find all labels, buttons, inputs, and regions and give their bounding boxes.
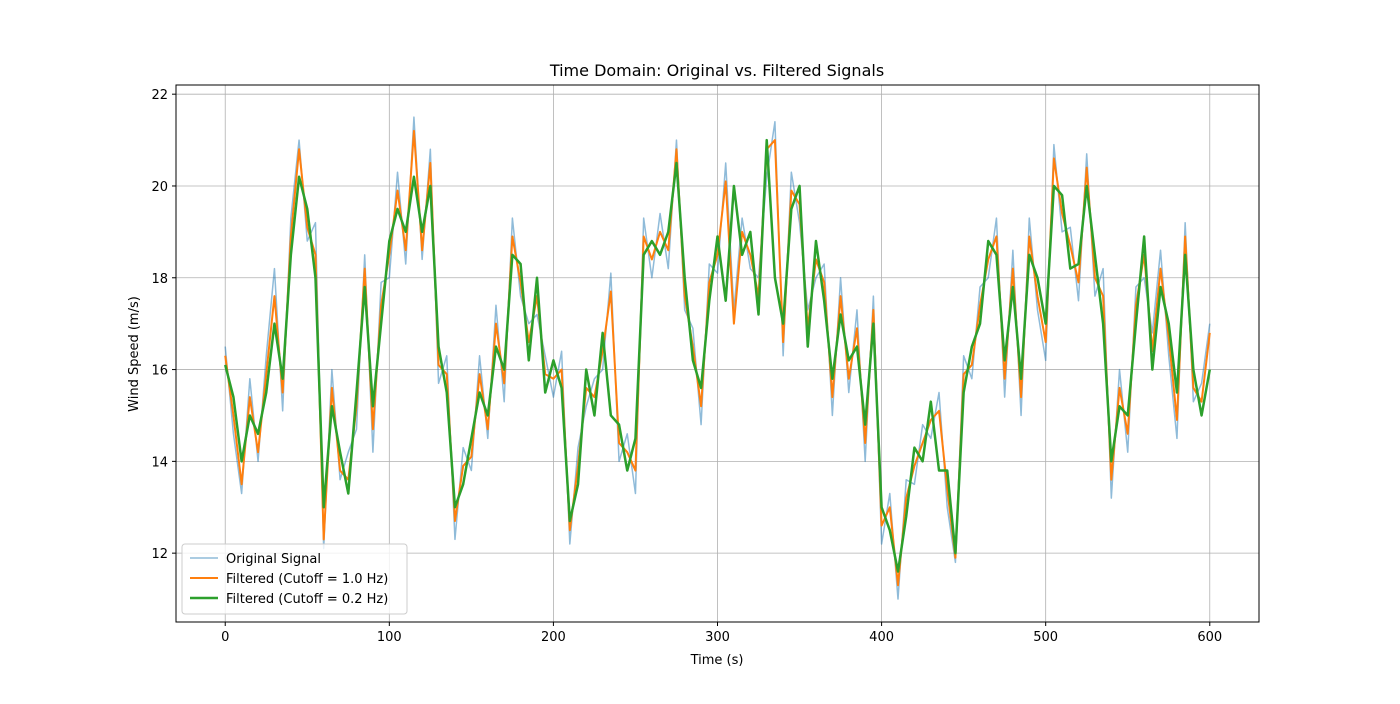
x-tick-label: 0	[221, 630, 229, 645]
y-tick-label: 20	[151, 180, 168, 195]
x-tick-label: 200	[541, 630, 566, 645]
y-tick-label: 16	[151, 364, 168, 379]
series-line	[224, 129, 1211, 587]
y-tick-label: 22	[151, 88, 168, 103]
legend-label: Filtered (Cutoff = 0.2 Hz)	[226, 592, 388, 607]
plot-frame	[175, 84, 1260, 623]
y-tick-label: 12	[151, 547, 168, 562]
legend-label: Filtered (Cutoff = 1.0 Hz)	[226, 572, 388, 587]
series-line	[224, 116, 1211, 600]
y-tick-label: 18	[151, 272, 168, 287]
y-axis-label: Wind Speed (m/s)	[127, 296, 142, 412]
series-line	[224, 138, 1212, 573]
y-tick-label: 14	[151, 455, 168, 470]
chart-title: Time Domain: Original vs. Filtered Signa…	[549, 61, 884, 80]
x-axis-label: Time (s)	[690, 653, 744, 668]
legend-label: Original Signal	[226, 552, 321, 567]
legend: Original Signal Filtered (Cutoff = 1.0 Hz…	[181, 543, 408, 615]
x-tick-label: 600	[1197, 630, 1222, 645]
x-tick-label: 500	[1033, 630, 1058, 645]
x-tick-label: 300	[705, 630, 730, 645]
x-tick-label: 400	[869, 630, 894, 645]
x-tick-label: 100	[377, 630, 402, 645]
legend-box	[181, 543, 408, 615]
